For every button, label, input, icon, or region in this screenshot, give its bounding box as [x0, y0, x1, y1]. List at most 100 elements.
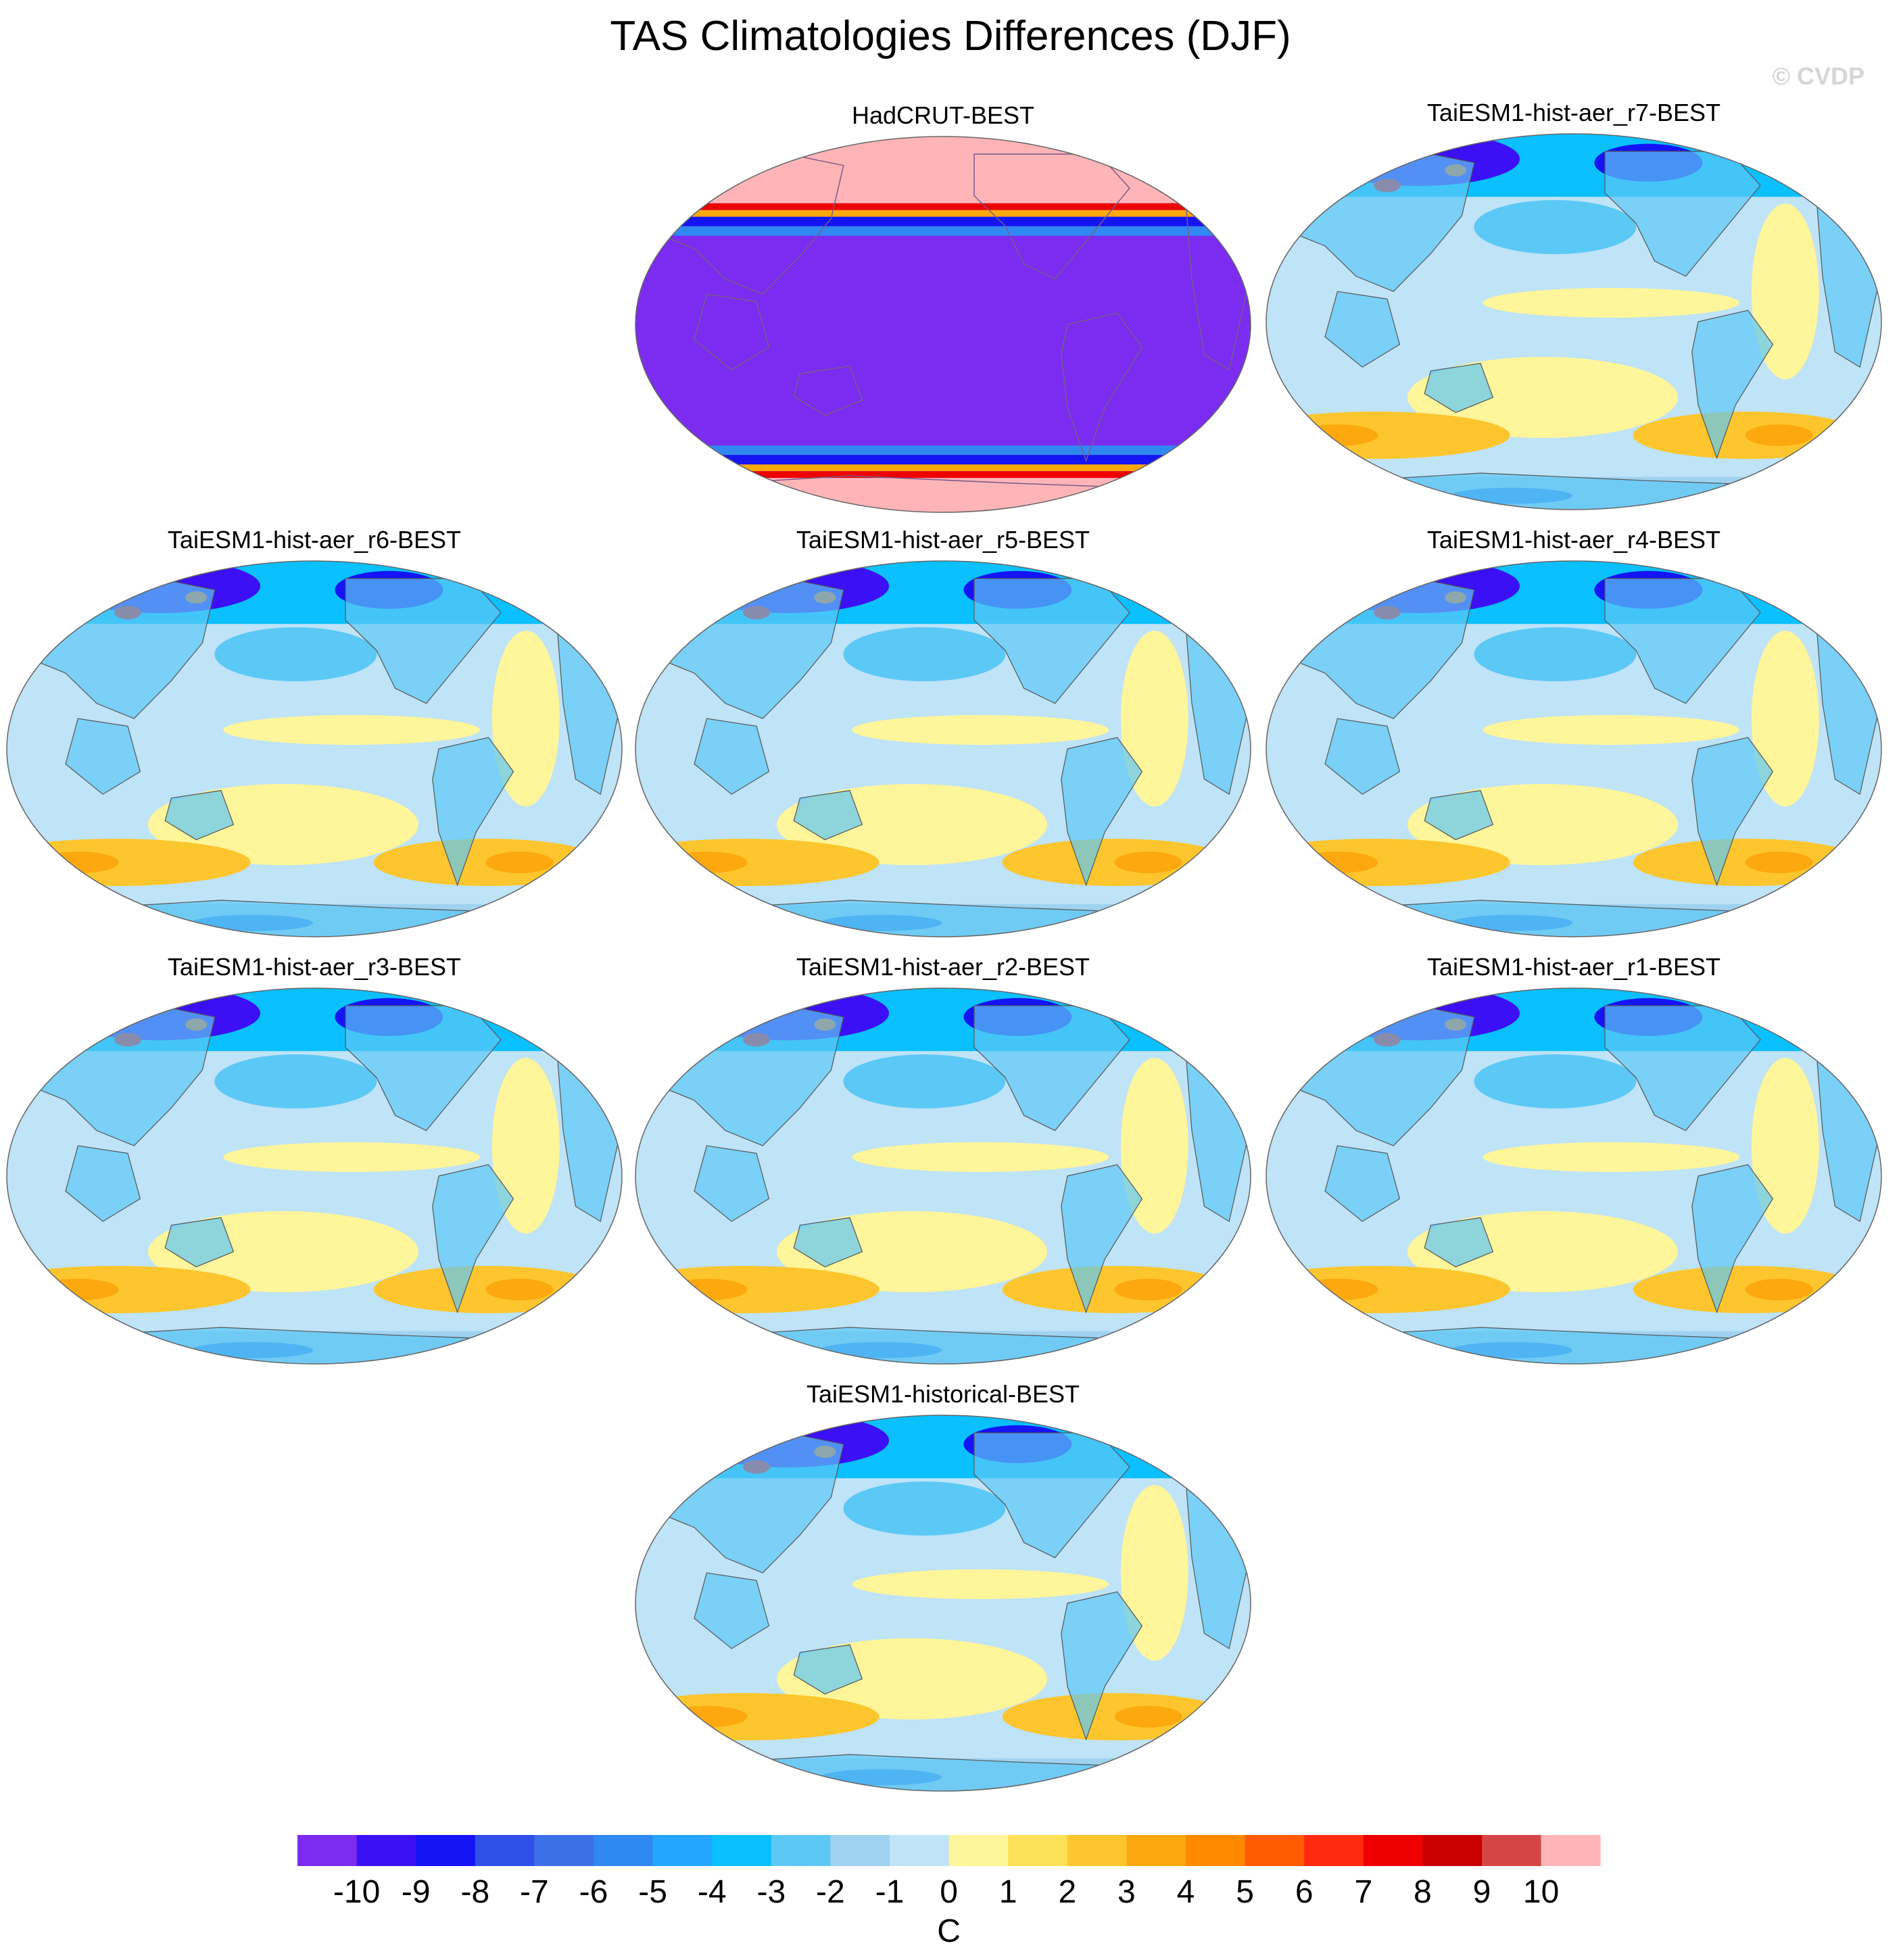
- arctic-cold-band: [635, 1415, 1251, 1479]
- southern-ocean-hot: [37, 852, 119, 873]
- southern-ocean-hot: [666, 1279, 748, 1300]
- southern-ocean-hot: [1297, 424, 1378, 446]
- colorbar-tick-label: 3: [1117, 1874, 1136, 1910]
- land-mass: [1691, 310, 1774, 460]
- colorbar-box: [830, 1835, 890, 1866]
- colorbar-tick-label: 10: [1523, 1874, 1559, 1910]
- map-panel-7: TaiESM1-hist-aer_r2-BEST: [632, 953, 1254, 1365]
- land-mass: [1061, 1164, 1143, 1314]
- colorbar-tick-label: 7: [1354, 1874, 1372, 1910]
- colorbar-tick-label: 9: [1473, 1874, 1491, 1910]
- land-mass: [65, 1145, 141, 1222]
- southern-ocean-hot: [1745, 1279, 1813, 1300]
- land-mass: [793, 789, 863, 841]
- southern-ocean-hot: [666, 852, 748, 873]
- land-mass: [432, 1164, 514, 1314]
- map-panel-2: TaiESM1-hist-aer_r7-BEST: [1263, 99, 1885, 511]
- colorbar-tick-label: -8: [460, 1874, 489, 1910]
- colorbar-tick-label: -6: [579, 1874, 608, 1910]
- tropical-warm-band: [1483, 1142, 1740, 1172]
- colorbar-tick-label: 2: [1058, 1874, 1076, 1910]
- southern-ocean-hot: [1297, 1279, 1378, 1300]
- south-edge-red: [635, 471, 1251, 479]
- atlantic-warm: [491, 1058, 560, 1234]
- arctic-cold-band: [7, 988, 622, 1052]
- colorbar-box: [1186, 1835, 1246, 1866]
- colorbar-tick-label: 5: [1236, 1874, 1254, 1910]
- land-mass: [164, 789, 235, 841]
- pacific-cool: [1474, 1054, 1637, 1108]
- land-mass: [1424, 362, 1494, 414]
- land-mass: [662, 900, 1224, 937]
- arctic-cold-band: [7, 561, 622, 624]
- land-mass: [65, 718, 141, 795]
- southern-ocean-hot: [666, 1706, 748, 1728]
- southern-ocean-hot: [1297, 852, 1378, 873]
- southern-ocean-hot: [1114, 852, 1182, 873]
- southern-ocean-hot: [37, 1279, 119, 1300]
- land-mass: [1293, 1327, 1855, 1364]
- land-mass: [793, 1644, 863, 1695]
- coastline: [793, 365, 863, 416]
- south-edge-lightblue: [635, 445, 1251, 456]
- north-mask: [635, 137, 1251, 203]
- land-mass: [1061, 1591, 1143, 1741]
- colorbar-tick-label: -10: [333, 1874, 380, 1910]
- tropical-warm-band: [852, 1142, 1109, 1172]
- map-plot: [6, 987, 623, 1365]
- map-plot: [635, 987, 1251, 1365]
- pacific-cool: [843, 1054, 1006, 1108]
- map-panel-8: TaiESM1-hist-aer_r1-BEST: [1263, 953, 1885, 1365]
- colorbar-box: [771, 1835, 831, 1866]
- map-panel-4: TaiESM1-hist-aer_r5-BEST: [632, 526, 1254, 938]
- panel-title: TaiESM1-hist-aer_r1-BEST: [1426, 953, 1721, 981]
- pacific-cool: [843, 627, 1006, 681]
- map-outline: [6, 987, 623, 1365]
- colorbar-box: [1126, 1835, 1186, 1866]
- chart-title: TAS Climatologies Differences (DJF): [610, 13, 1291, 59]
- colorbar-box: [1304, 1835, 1364, 1866]
- atlantic-warm: [1120, 1058, 1188, 1234]
- panel-title: TaiESM1-hist-aer_r3-BEST: [167, 953, 462, 981]
- map-panel-6: TaiESM1-hist-aer_r3-BEST: [3, 953, 625, 1365]
- colorbar-tick-label: 8: [1414, 1874, 1432, 1910]
- colorbar-box: [1245, 1835, 1305, 1866]
- north-edge-red: [635, 203, 1251, 210]
- colorbar-box: [712, 1835, 772, 1866]
- land-mass: [33, 1327, 596, 1364]
- south-edge-blue: [635, 455, 1251, 465]
- colorbar-box: [475, 1835, 535, 1866]
- panel-title: TaiESM1-historical-BEST: [806, 1380, 1080, 1408]
- atlantic-warm: [1120, 631, 1188, 807]
- southern-ocean-hot: [485, 1279, 554, 1300]
- north-edge-lightblue: [635, 226, 1251, 236]
- arctic-cold-band: [635, 988, 1251, 1052]
- colorbar-tick-label: 6: [1295, 1874, 1314, 1910]
- south-edge-orange: [635, 464, 1251, 472]
- map-outline: [635, 1415, 1251, 1792]
- colorbar-tick-label: -9: [402, 1874, 431, 1910]
- colorbar-box: [1008, 1835, 1068, 1866]
- pacific-cool: [1474, 200, 1637, 254]
- colorbar-unit-label: C: [937, 1913, 961, 1949]
- colorbar-tick-label: 1: [999, 1874, 1017, 1910]
- map-plot: [6, 560, 623, 937]
- credit-watermark: © CVDP: [1772, 62, 1864, 90]
- panel-title: TaiESM1-hist-aer_r2-BEST: [796, 953, 1090, 981]
- southern-ocean-hot: [1745, 424, 1813, 446]
- atlantic-warm: [1120, 1485, 1188, 1661]
- colorbar-tick-label: -2: [816, 1874, 845, 1910]
- map-plot: [635, 136, 1251, 513]
- colorbar-box: [1067, 1835, 1127, 1866]
- land-mass: [793, 1217, 863, 1268]
- land-mass: [1293, 900, 1855, 937]
- coastline: [650, 149, 844, 295]
- land-mass: [1061, 737, 1143, 887]
- land-mass: [1324, 291, 1401, 368]
- colorbar-box: [652, 1835, 713, 1866]
- arctic-cold-band: [1266, 988, 1881, 1052]
- tropical-warm-band: [1483, 715, 1740, 745]
- southern-ocean-hot: [1745, 852, 1813, 873]
- land-mass: [694, 1145, 770, 1222]
- land-mass: [164, 1217, 235, 1268]
